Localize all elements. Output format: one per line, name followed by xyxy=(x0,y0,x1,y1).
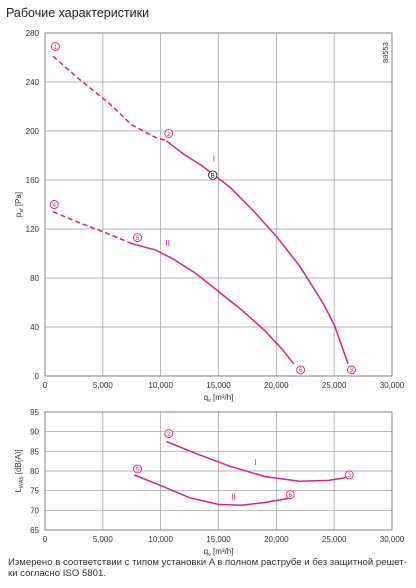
point-marker-label: 2 xyxy=(167,132,171,138)
y-tick-label: 65 xyxy=(30,526,39,535)
point-marker-5 xyxy=(133,233,142,243)
plot-frame xyxy=(44,411,393,531)
y-tick-label: 160 xyxy=(26,176,40,185)
point-marker-label: 5 xyxy=(136,467,140,473)
operating-point-marker xyxy=(208,170,218,180)
point-marker-label: 6 xyxy=(299,368,303,374)
point-marker-label: 4 xyxy=(53,203,57,209)
x-tick-label: 0 xyxy=(43,535,48,544)
drawing-code: 88553 xyxy=(381,42,390,63)
point-marker-5 xyxy=(133,464,142,474)
x-tick-label: 20,000 xyxy=(264,381,289,390)
point-marker-4 xyxy=(49,200,59,209)
sound-chart: 0 5,000 10,000 15,000 20,000 25,000 30,0006570… xyxy=(14,408,405,556)
x-tick-label: 30,000 xyxy=(380,381,405,390)
y-tick-label: 80 xyxy=(30,274,39,283)
x-axis-label: qv [m³/h] xyxy=(204,547,234,556)
point-marker-label: 6 xyxy=(289,493,293,499)
y-tick-label: 40 xyxy=(30,323,39,332)
point-marker-label: 1 xyxy=(54,45,58,51)
y-tick-label: 80 xyxy=(30,467,39,476)
series-I-dashed-line xyxy=(52,55,167,142)
point-marker-label: 2 xyxy=(167,432,171,438)
series-II-line xyxy=(131,242,295,365)
point-marker-label: 3 xyxy=(350,368,354,374)
x-tick-label: 15,000 xyxy=(206,381,231,390)
y-tick-label: 85 xyxy=(30,447,39,456)
x-axis-label: qv [m³/h] xyxy=(204,393,234,404)
x-tick-label: 25,000 xyxy=(322,535,347,544)
pressure-chart: 0 5,000 10,000 15,000 20,000 25,000 30,000 0 40 8… xyxy=(14,29,405,404)
y-tick-label: 120 xyxy=(26,225,40,234)
curve-label-I: I xyxy=(213,155,215,164)
x-tick-label: 10,000 xyxy=(148,535,173,544)
y-axis-label: psf [Pa] xyxy=(14,192,25,217)
y-tick-label: 200 xyxy=(26,127,40,136)
point-marker-label: 3 xyxy=(348,473,352,479)
point-marker-1 xyxy=(50,42,60,51)
curve-label-II: II xyxy=(231,492,235,501)
plot-frame xyxy=(44,32,393,377)
curve-label-I: I xyxy=(254,458,256,467)
measurement-footnote: Измерено в соответствии с типом установк… xyxy=(8,557,408,579)
series-I-line xyxy=(165,140,349,365)
x-tick-label: 5,000 xyxy=(93,381,114,390)
series-II-dashed-line xyxy=(52,211,133,245)
curve-label-II: II xyxy=(165,239,169,248)
x-tick-label: 15,000 xyxy=(206,535,231,544)
y-axis-label: LWA5 [dB(A)] xyxy=(14,449,25,492)
y-tick-label: 75 xyxy=(30,487,39,496)
y-tick-label: 95 xyxy=(30,408,39,417)
x-tick-label: 0 xyxy=(43,381,48,390)
footnote-line-1: Измерено в соответствии с типом установк… xyxy=(8,557,407,568)
y-tick-label: 90 xyxy=(30,428,39,437)
footnote-line-2: ки согласно ISO 5801. xyxy=(8,568,106,579)
x-tick-label: 5,000 xyxy=(93,535,114,544)
operating-point-label: B xyxy=(211,173,215,180)
y-tick-label: 240 xyxy=(26,78,40,87)
x-tick-label: 10,000 xyxy=(148,381,173,390)
point-marker-3 xyxy=(347,365,356,375)
page-title: Рабочие характеристики xyxy=(6,6,150,20)
point-marker-3 xyxy=(344,470,354,480)
point-marker-6 xyxy=(285,490,295,500)
y-tick-label: 0 xyxy=(35,372,40,381)
x-tick-label: 20,000 xyxy=(264,535,289,544)
point-marker-6 xyxy=(296,365,306,375)
x-tick-label: 25,000 xyxy=(322,381,347,390)
y-tick-label: 70 xyxy=(30,506,39,515)
series-II-line xyxy=(133,474,289,506)
performance-charts: 0 5,000 10,000 15,000 20,000 25,000 30,0000408… xyxy=(14,29,405,556)
y-tick-label: 280 xyxy=(26,29,40,38)
x-tick-label: 30,000 xyxy=(380,535,405,544)
point-marker-2 xyxy=(164,429,174,439)
point-marker-2 xyxy=(164,128,174,138)
series-I-line xyxy=(166,440,349,482)
point-marker-label: 5 xyxy=(136,236,140,242)
